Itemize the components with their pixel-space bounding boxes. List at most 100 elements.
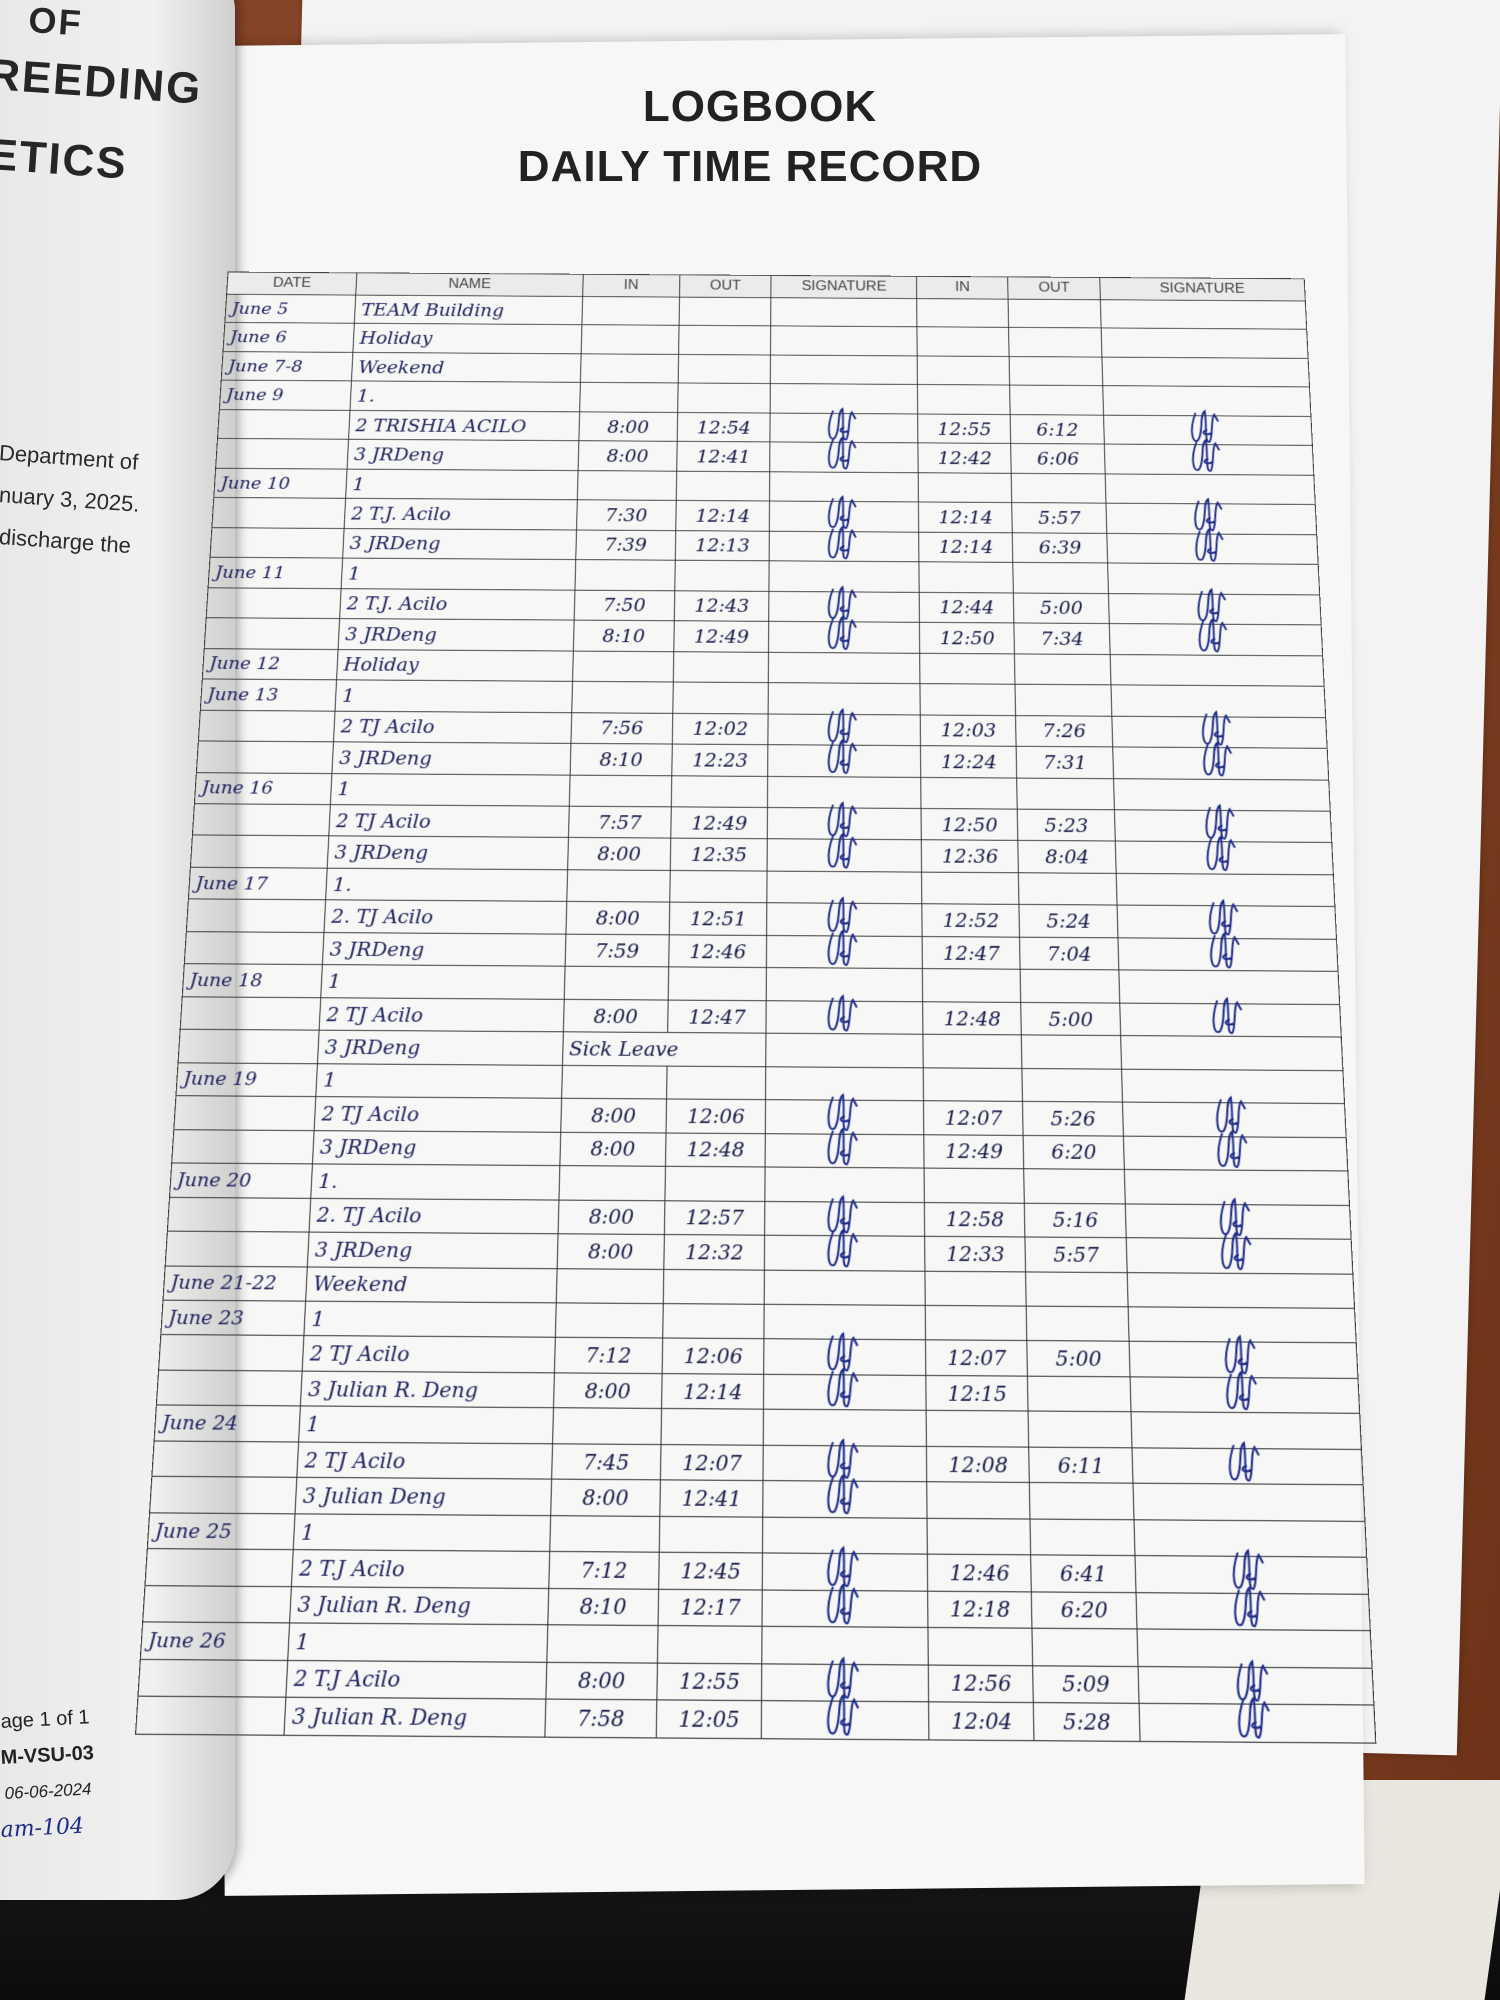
- row-am-out: 12:07: [660, 1444, 763, 1481]
- row-name: Weekend: [306, 1267, 557, 1303]
- row-date: [204, 618, 340, 649]
- row-name: 3 JRDeng: [332, 742, 571, 775]
- row-am-signature: [764, 1270, 925, 1306]
- row-date: June 17: [188, 867, 327, 900]
- row-name: 2 TJ Acilo: [314, 1097, 561, 1132]
- row-am-out: 12:51: [669, 902, 767, 935]
- row-pm-out: [1010, 385, 1103, 415]
- row-name: 2 TRISHIA ACILO: [349, 410, 580, 441]
- row-pm-in: 12:14: [919, 502, 1013, 532]
- row-am-in: [549, 1515, 659, 1552]
- column-header-pm-in: IN: [917, 276, 1009, 299]
- row-pm-signature: [1139, 1703, 1376, 1743]
- column-header-name: NAME: [356, 273, 583, 297]
- row-date: June 16: [194, 772, 332, 804]
- row-pm-out: 7:31: [1017, 746, 1114, 778]
- row-name: 1.: [326, 868, 568, 902]
- row-am-out: 12:55: [657, 1663, 762, 1701]
- column-header-date: DATE: [227, 272, 357, 295]
- signature-scribble-icon: [815, 1122, 875, 1171]
- row-am-in: [567, 870, 671, 903]
- row-am-in: Sick Leave: [562, 1032, 766, 1066]
- row-pm-out: [1015, 654, 1111, 685]
- row-am-signature: [769, 652, 920, 684]
- row-am-in: [561, 1065, 667, 1099]
- row-pm-out: 6:06: [1011, 444, 1105, 474]
- row-am-out: [670, 870, 768, 903]
- signature-scribble-icon: [1186, 614, 1245, 659]
- row-am-in: [572, 651, 673, 682]
- row-pm-out: [1022, 1035, 1122, 1069]
- row-am-out: 12:17: [658, 1589, 763, 1626]
- row-am-out: [671, 775, 768, 807]
- row-am-out: 12:41: [677, 442, 771, 472]
- row-am-out: 12:02: [672, 713, 768, 745]
- signature-scribble-icon: [1200, 992, 1261, 1040]
- row-pm-out: 5:16: [1025, 1203, 1126, 1238]
- row-date: June 13: [200, 679, 336, 711]
- row-am-in: 7:56: [571, 712, 673, 744]
- row-pm-signature: [1110, 654, 1324, 686]
- row-name: 3 JRDeng: [323, 932, 566, 966]
- row-pm-in: 12:03: [920, 715, 1016, 747]
- row-name: 3 JRDeng: [327, 836, 568, 869]
- row-am-out: 12:48: [665, 1133, 765, 1167]
- row-pm-out: 5:00: [1021, 1002, 1120, 1036]
- row-pm-in: 12:49: [924, 1134, 1024, 1168]
- signature-scribble-icon: [816, 612, 873, 657]
- row-pm-in: [924, 1168, 1025, 1203]
- row-pm-signature: [1100, 300, 1307, 330]
- row-am-signature: [765, 1133, 924, 1168]
- row-am-in: [569, 775, 672, 807]
- row-pm-in: [928, 1628, 1033, 1666]
- row-am-signature: [768, 745, 921, 777]
- row-am-signature: [766, 1033, 923, 1067]
- row-am-out: 12:14: [662, 1374, 765, 1410]
- row-pm-in: [922, 969, 1021, 1002]
- row-am-out: [657, 1626, 762, 1664]
- row-name: 3 JRDeng: [308, 1232, 558, 1268]
- row-date: June 25: [147, 1513, 295, 1550]
- row-am-in: 8:00: [563, 999, 668, 1033]
- row-am-signature: [765, 1235, 925, 1271]
- row-am-in: 8:00: [560, 1098, 666, 1132]
- row-pm-signature: [1115, 841, 1333, 874]
- row-name: 2 TJ Acilo: [334, 711, 572, 744]
- row-name: 3 JRDeng: [347, 440, 578, 471]
- row-pm-out: 5:26: [1023, 1102, 1123, 1136]
- row-pm-in: 12:55: [918, 414, 1011, 444]
- signature-scribble-icon: [815, 829, 874, 876]
- signature-scribble-icon: [1194, 831, 1254, 878]
- row-pm-in: 12:56: [928, 1665, 1033, 1703]
- signature-scribble-icon: [814, 1469, 876, 1522]
- row-am-out: 12:32: [664, 1235, 765, 1270]
- row-pm-in: 12:58: [924, 1202, 1025, 1237]
- row-pm-out: [1022, 1068, 1122, 1102]
- row-name: 3 Julian R. Deng: [301, 1371, 555, 1408]
- row-date: [198, 710, 335, 742]
- row-name: 2. TJ Acilo: [324, 900, 566, 934]
- row-am-in: [579, 383, 678, 413]
- row-name: 1: [341, 558, 575, 590]
- row-pm-in: [927, 1518, 1031, 1555]
- time-record-table-wrap: DATE NAME IN OUT SIGNATURE IN OUT SIGNAT…: [135, 272, 1376, 1744]
- signature-scribble-icon: [813, 1689, 877, 1744]
- row-pm-signature: [1101, 328, 1308, 358]
- row-am-in: 7:30: [576, 500, 676, 530]
- row-name: 2 T.J. Acilo: [340, 588, 575, 620]
- row-pm-signature: [1104, 444, 1314, 475]
- row-pm-out: 6:39: [1013, 533, 1108, 564]
- row-date: June 20: [170, 1163, 313, 1198]
- row-am-out: 12:45: [659, 1553, 763, 1590]
- row-pm-signature: [1121, 1036, 1343, 1071]
- logbook-subtitle: DAILY TIME RECORD: [0, 142, 1500, 192]
- row-am-out: 12:06: [662, 1338, 764, 1374]
- row-date: [216, 439, 349, 469]
- row-am-out: [673, 682, 769, 714]
- row-am-in: 7:12: [554, 1338, 662, 1374]
- row-pm-out: 6:11: [1029, 1447, 1133, 1484]
- row-date: [172, 1129, 315, 1164]
- row-name: Weekend: [352, 352, 581, 382]
- column-header-am-out: OUT: [679, 275, 771, 298]
- row-pm-in: 12:18: [928, 1591, 1033, 1629]
